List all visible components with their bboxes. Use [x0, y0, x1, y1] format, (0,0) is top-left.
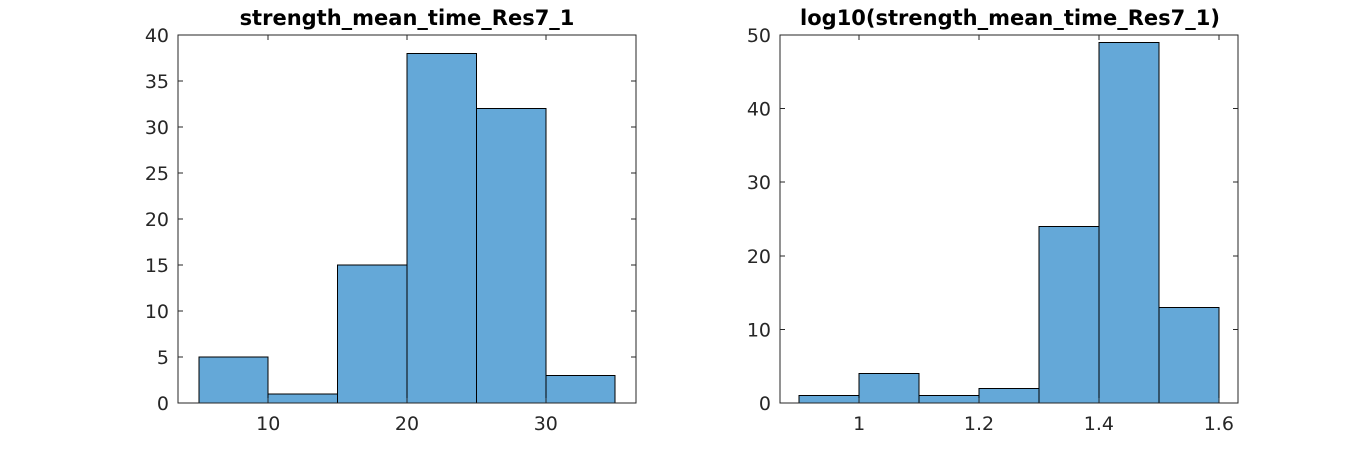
y-tick-label: 0	[157, 393, 169, 415]
axes-box	[779, 34, 1239, 404]
x-tick-label: 1.4	[1084, 413, 1114, 435]
x-tick-label: 1	[853, 413, 865, 435]
bars-group	[798, 41, 1220, 404]
y-tick-label: 35	[145, 71, 169, 93]
y-tick-label: 25	[145, 163, 169, 185]
ticks-group: 10 20 30 0 5 10 15 20 25 30 35 40	[145, 25, 636, 435]
histogram-linear: strength_mean_time_Res7_1 10 20 30 0 5 10 15 20…	[145, 6, 637, 435]
histogram-bar	[1158, 306, 1220, 404]
histogram-bar	[1038, 225, 1100, 404]
histogram-bar	[918, 395, 980, 404]
histogram-bar	[198, 356, 269, 404]
x-tick-label: 30	[534, 413, 558, 435]
histogram-bar	[978, 387, 1040, 404]
chart-title: strength_mean_time_Res7_1	[240, 6, 575, 30]
bars-group	[198, 52, 616, 404]
y-tick-label: 10	[145, 301, 169, 323]
y-tick-label: 30	[145, 117, 169, 139]
x-tick-label: 1.6	[1204, 413, 1234, 435]
y-tick-label: 50	[747, 25, 771, 47]
y-tick-label: 30	[747, 172, 771, 194]
histogram-bar	[406, 52, 477, 404]
y-tick-label: 15	[145, 255, 169, 277]
histogram-bar	[858, 373, 920, 404]
histogram-log10: log10(strength_mean_time_Res7_1) 1 1.2 1.4…	[747, 6, 1239, 435]
x-tick-label: 20	[395, 413, 419, 435]
y-tick-label: 10	[747, 319, 771, 341]
chart-title: log10(strength_mean_time_Res7_1)	[800, 6, 1220, 30]
x-tick-label: 1.2	[964, 413, 994, 435]
histogram-bar	[798, 395, 860, 404]
y-tick-label: 20	[145, 209, 169, 231]
histogram-bar	[475, 108, 547, 404]
histogram-bar	[545, 374, 616, 404]
y-tick-label: 5	[157, 347, 169, 369]
y-tick-label: 40	[747, 99, 771, 121]
y-tick-label: 0	[759, 393, 771, 415]
histogram-bar	[337, 264, 408, 404]
ticks-group: 1 1.2 1.4 1.6 0 10 20 30 40 50	[747, 25, 1238, 435]
x-tick-label: 10	[256, 413, 280, 435]
y-tick-label: 40	[145, 25, 169, 47]
histogram-bar	[1098, 41, 1160, 404]
axes-box	[177, 34, 637, 404]
y-tick-label: 20	[747, 246, 771, 268]
histogram-bar	[267, 393, 339, 404]
